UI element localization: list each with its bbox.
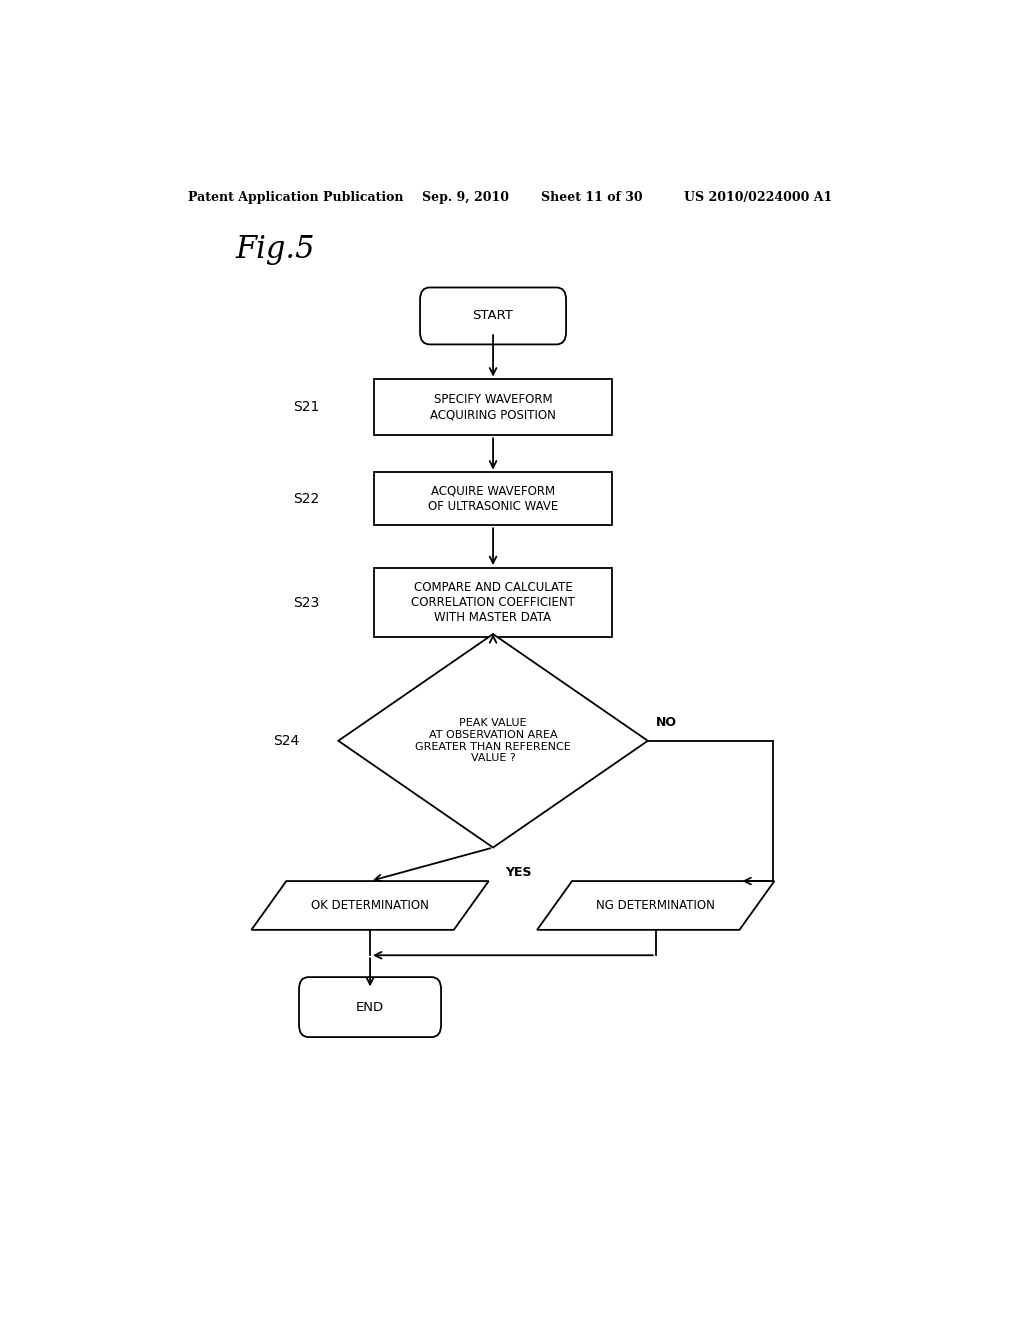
Text: YES: YES — [505, 866, 531, 879]
FancyBboxPatch shape — [299, 977, 441, 1038]
Polygon shape — [538, 880, 774, 929]
Bar — [374, 473, 612, 525]
Text: SPECIFY WAVEFORM
ACQUIRING POSITION: SPECIFY WAVEFORM ACQUIRING POSITION — [430, 393, 556, 421]
Text: US 2010/0224000 A1: US 2010/0224000 A1 — [684, 190, 831, 203]
Text: OK DETERMINATION: OK DETERMINATION — [311, 899, 429, 912]
Text: S24: S24 — [273, 734, 300, 748]
Bar — [374, 568, 612, 638]
Text: S22: S22 — [294, 492, 319, 506]
Text: S21: S21 — [293, 400, 319, 414]
Text: END: END — [356, 1001, 384, 1014]
Bar — [374, 379, 612, 436]
Text: Sheet 11 of 30: Sheet 11 of 30 — [541, 190, 642, 203]
Text: Patent Application Publication: Patent Application Publication — [187, 190, 403, 203]
Text: PEAK VALUE
AT OBSERVATION AREA
GREATER THAN REFERENCE
VALUE ?: PEAK VALUE AT OBSERVATION AREA GREATER T… — [415, 718, 571, 763]
Text: S23: S23 — [294, 595, 319, 610]
FancyBboxPatch shape — [420, 288, 566, 345]
Polygon shape — [252, 880, 488, 929]
Polygon shape — [338, 634, 648, 847]
Text: NG DETERMINATION: NG DETERMINATION — [596, 899, 715, 912]
Text: NO: NO — [655, 715, 677, 729]
Text: COMPARE AND CALCULATE
CORRELATION COEFFICIENT
WITH MASTER DATA: COMPARE AND CALCULATE CORRELATION COEFFI… — [411, 581, 575, 624]
Text: Fig.5: Fig.5 — [236, 235, 314, 265]
Text: Sep. 9, 2010: Sep. 9, 2010 — [422, 190, 509, 203]
Text: START: START — [473, 309, 513, 322]
Text: ACQUIRE WAVEFORM
OF ULTRASONIC WAVE: ACQUIRE WAVEFORM OF ULTRASONIC WAVE — [428, 484, 558, 513]
